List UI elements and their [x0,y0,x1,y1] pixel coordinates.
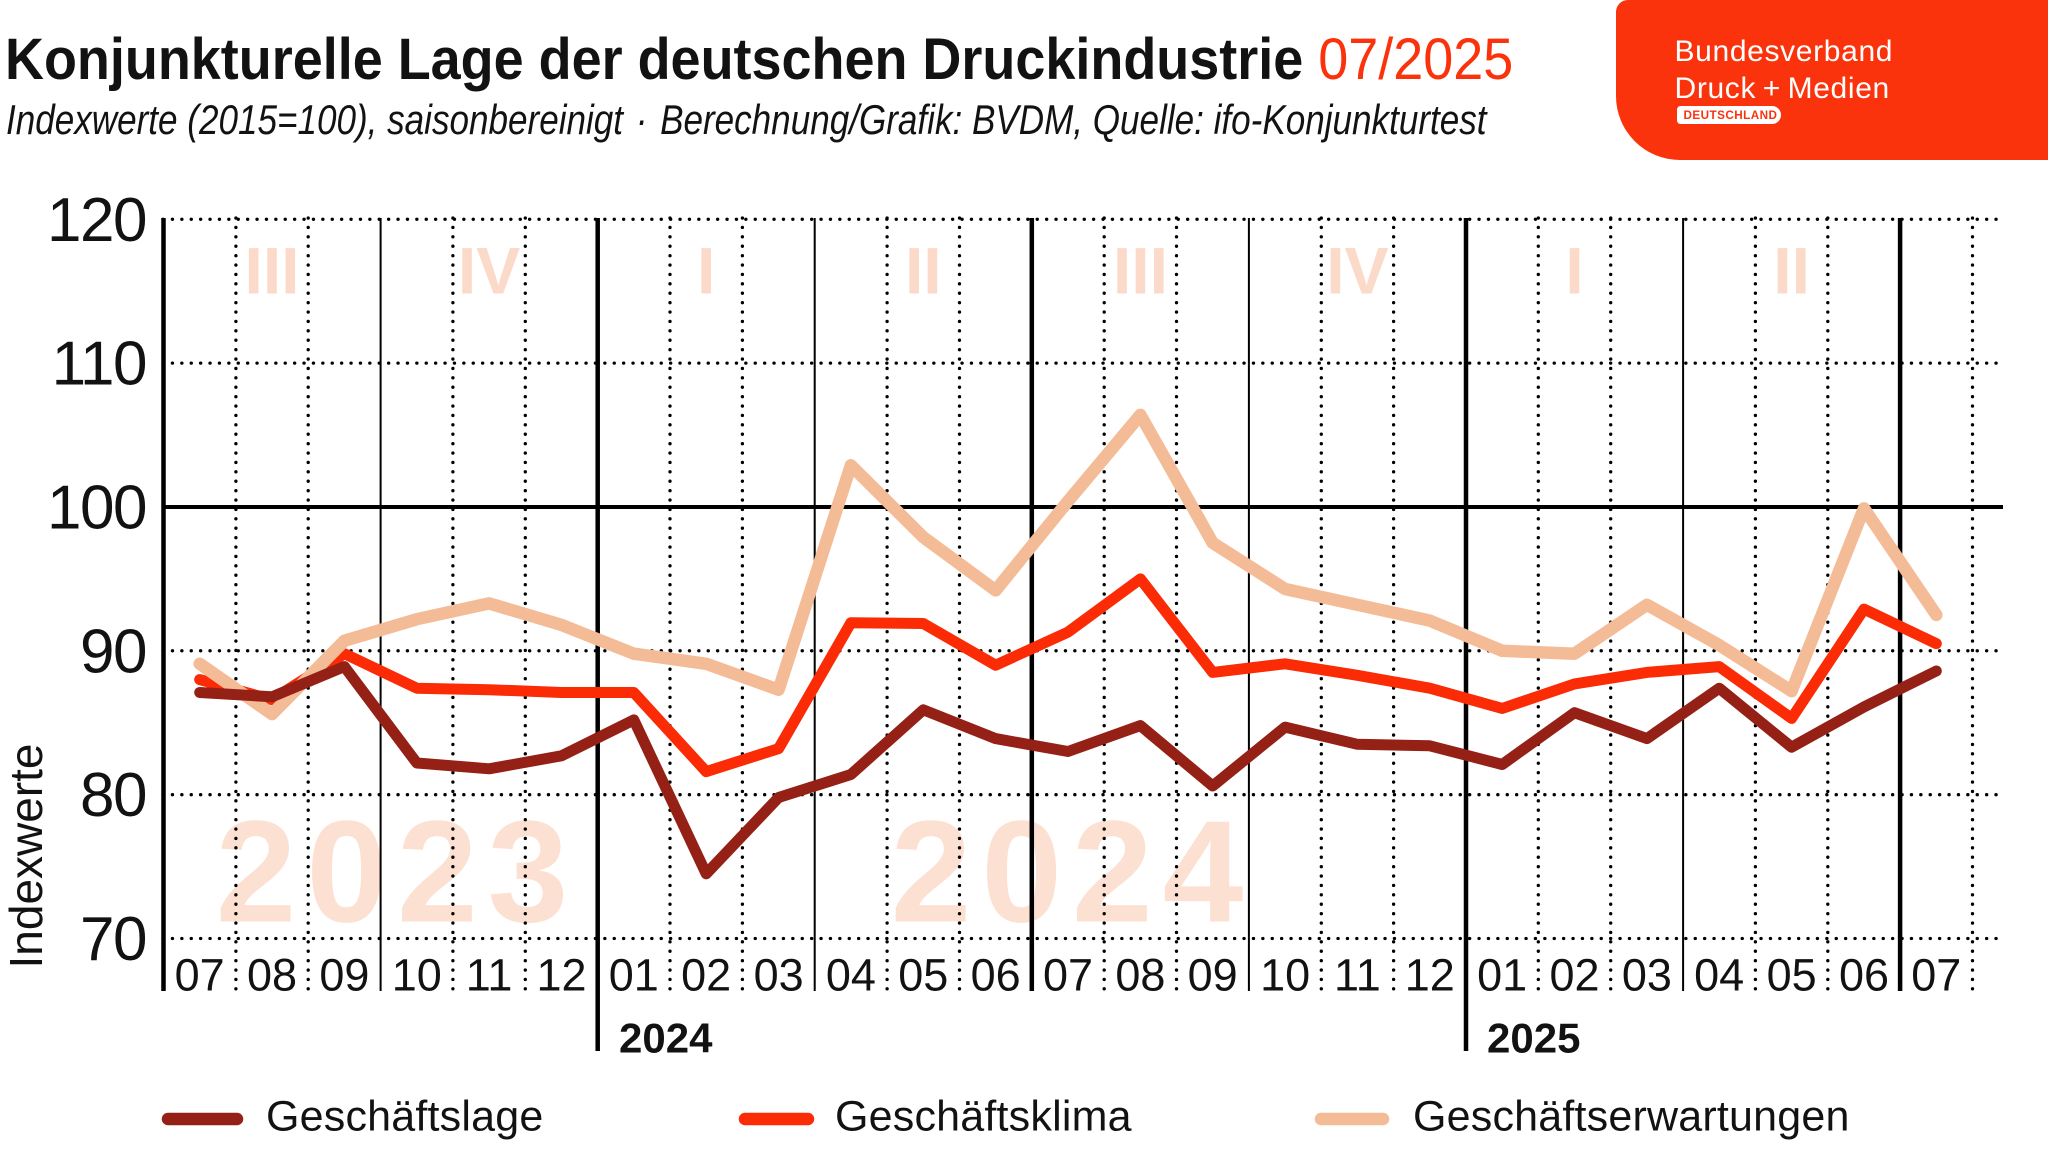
svg-text:08: 08 [247,950,297,1001]
svg-text:I: I [1565,234,1583,308]
svg-text:Geschäftslage: Geschäftslage [266,1093,543,1141]
svg-text:2023: 2023 [216,791,579,953]
svg-text:12: 12 [536,950,586,1001]
svg-text:III: III [244,234,299,308]
svg-text:05: 05 [898,950,948,1001]
svg-text:08: 08 [1115,950,1165,1001]
svg-text:II: II [1773,234,1810,308]
svg-text:100: 100 [47,474,146,543]
svg-text:10: 10 [392,950,442,1001]
svg-text:07: 07 [1911,950,1961,1001]
svg-text:Geschäftserwartungen: Geschäftserwartungen [1413,1093,1850,1141]
svg-text:07: 07 [175,950,225,1001]
svg-text:120: 120 [47,186,146,255]
svg-text:110: 110 [52,330,146,399]
svg-text:06: 06 [971,950,1021,1001]
svg-text:IV: IV [1326,234,1388,308]
svg-text:11: 11 [466,950,513,1001]
svg-text:11: 11 [1334,950,1381,1001]
svg-text:05: 05 [1767,950,1817,1001]
svg-text:I: I [697,234,715,308]
svg-text:01: 01 [1477,950,1527,1001]
svg-text:02: 02 [1549,950,1599,1001]
svg-text:03: 03 [1622,950,1672,1001]
svg-text:2025: 2025 [1487,1015,1580,1062]
svg-text:09: 09 [319,950,369,1001]
svg-text:09: 09 [1188,950,1238,1001]
svg-text:IV: IV [458,234,520,308]
svg-text:06: 06 [1839,950,1889,1001]
svg-text:2024: 2024 [619,1015,713,1062]
svg-text:04: 04 [1694,950,1744,1001]
svg-text:12: 12 [1405,950,1455,1001]
svg-text:Geschäftsklima: Geschäftsklima [835,1093,1132,1141]
svg-text:04: 04 [826,950,876,1001]
svg-text:90: 90 [80,617,146,686]
svg-text:Indexwerte: Indexwerte [0,743,52,968]
svg-text:80: 80 [80,761,146,830]
svg-text:II: II [905,234,942,308]
svg-text:2024: 2024 [891,791,1254,953]
svg-text:III: III [1113,234,1168,308]
svg-text:10: 10 [1260,950,1310,1001]
svg-text:70: 70 [80,905,146,974]
svg-text:01: 01 [609,950,659,1001]
svg-text:02: 02 [681,950,731,1001]
svg-text:03: 03 [754,950,804,1001]
svg-text:07: 07 [1043,950,1093,1001]
